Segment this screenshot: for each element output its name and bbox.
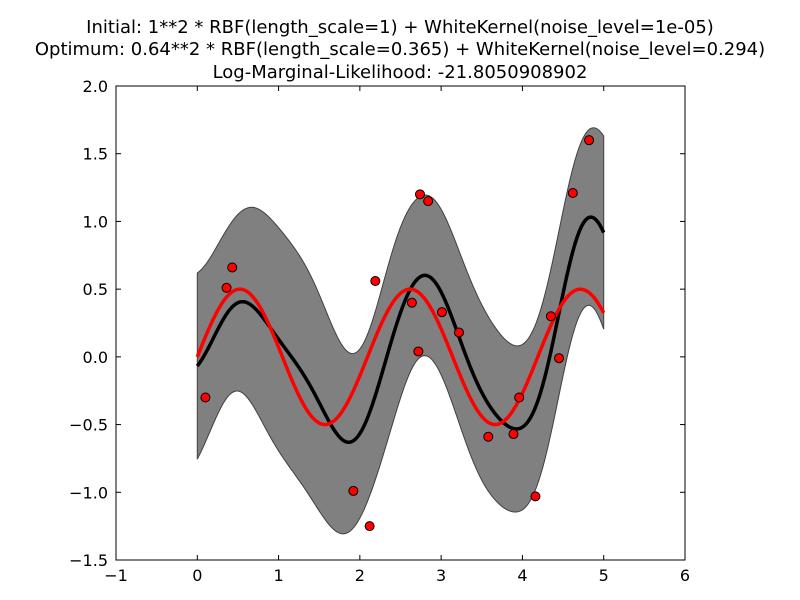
x-tick-label: 4 bbox=[517, 566, 527, 585]
data-point bbox=[530, 491, 541, 502]
data-point bbox=[200, 392, 211, 403]
x-tick-label: 0 bbox=[192, 566, 202, 585]
data-point bbox=[545, 311, 556, 322]
data-point bbox=[370, 276, 381, 287]
data-point bbox=[554, 353, 565, 364]
y-tick-label: −1.0 bbox=[69, 483, 108, 502]
y-tick-label: 0.5 bbox=[83, 280, 108, 299]
data-point bbox=[567, 187, 578, 198]
y-tick-label: 2.0 bbox=[83, 77, 108, 96]
data-point bbox=[227, 262, 238, 273]
y-tick-label: 0.0 bbox=[83, 348, 108, 367]
title-lml: Log-Marginal-Likelihood: -21.8050908902 bbox=[212, 62, 588, 83]
x-tick-label: 6 bbox=[680, 566, 690, 585]
data-point bbox=[483, 431, 494, 442]
true-function-line bbox=[195, 287, 606, 427]
data-point bbox=[454, 327, 465, 338]
y-tick-label: −1.5 bbox=[69, 551, 108, 570]
x-tick-label: 5 bbox=[599, 566, 609, 585]
data-point bbox=[406, 297, 417, 308]
data-point bbox=[436, 307, 447, 318]
data-point bbox=[364, 521, 375, 532]
x-tick-label: −1 bbox=[104, 566, 128, 585]
data-point bbox=[413, 346, 424, 357]
predictive-mean-line bbox=[195, 215, 606, 444]
y-tick-label: −0.5 bbox=[69, 416, 108, 435]
data-point bbox=[221, 282, 232, 293]
title-optimum: Optimum: 0.64**2 * RBF(length_scale=0.36… bbox=[34, 39, 766, 60]
data-point bbox=[514, 392, 525, 403]
data-point bbox=[584, 135, 595, 146]
data-point bbox=[423, 196, 434, 207]
data-point bbox=[415, 189, 426, 200]
plot-frame bbox=[115, 85, 686, 561]
data-point bbox=[348, 485, 359, 496]
data-point bbox=[508, 429, 519, 440]
x-tick-label: 1 bbox=[273, 566, 283, 585]
title-initial: Initial: 1**2 * RBF(length_scale=1) + Wh… bbox=[86, 17, 714, 38]
y-tick-label: 1.5 bbox=[83, 145, 108, 164]
x-tick-label: 3 bbox=[436, 566, 446, 585]
y-tick-label: 1.0 bbox=[83, 212, 108, 231]
confidence-band bbox=[196, 127, 605, 535]
x-tick-label: 2 bbox=[355, 566, 365, 585]
